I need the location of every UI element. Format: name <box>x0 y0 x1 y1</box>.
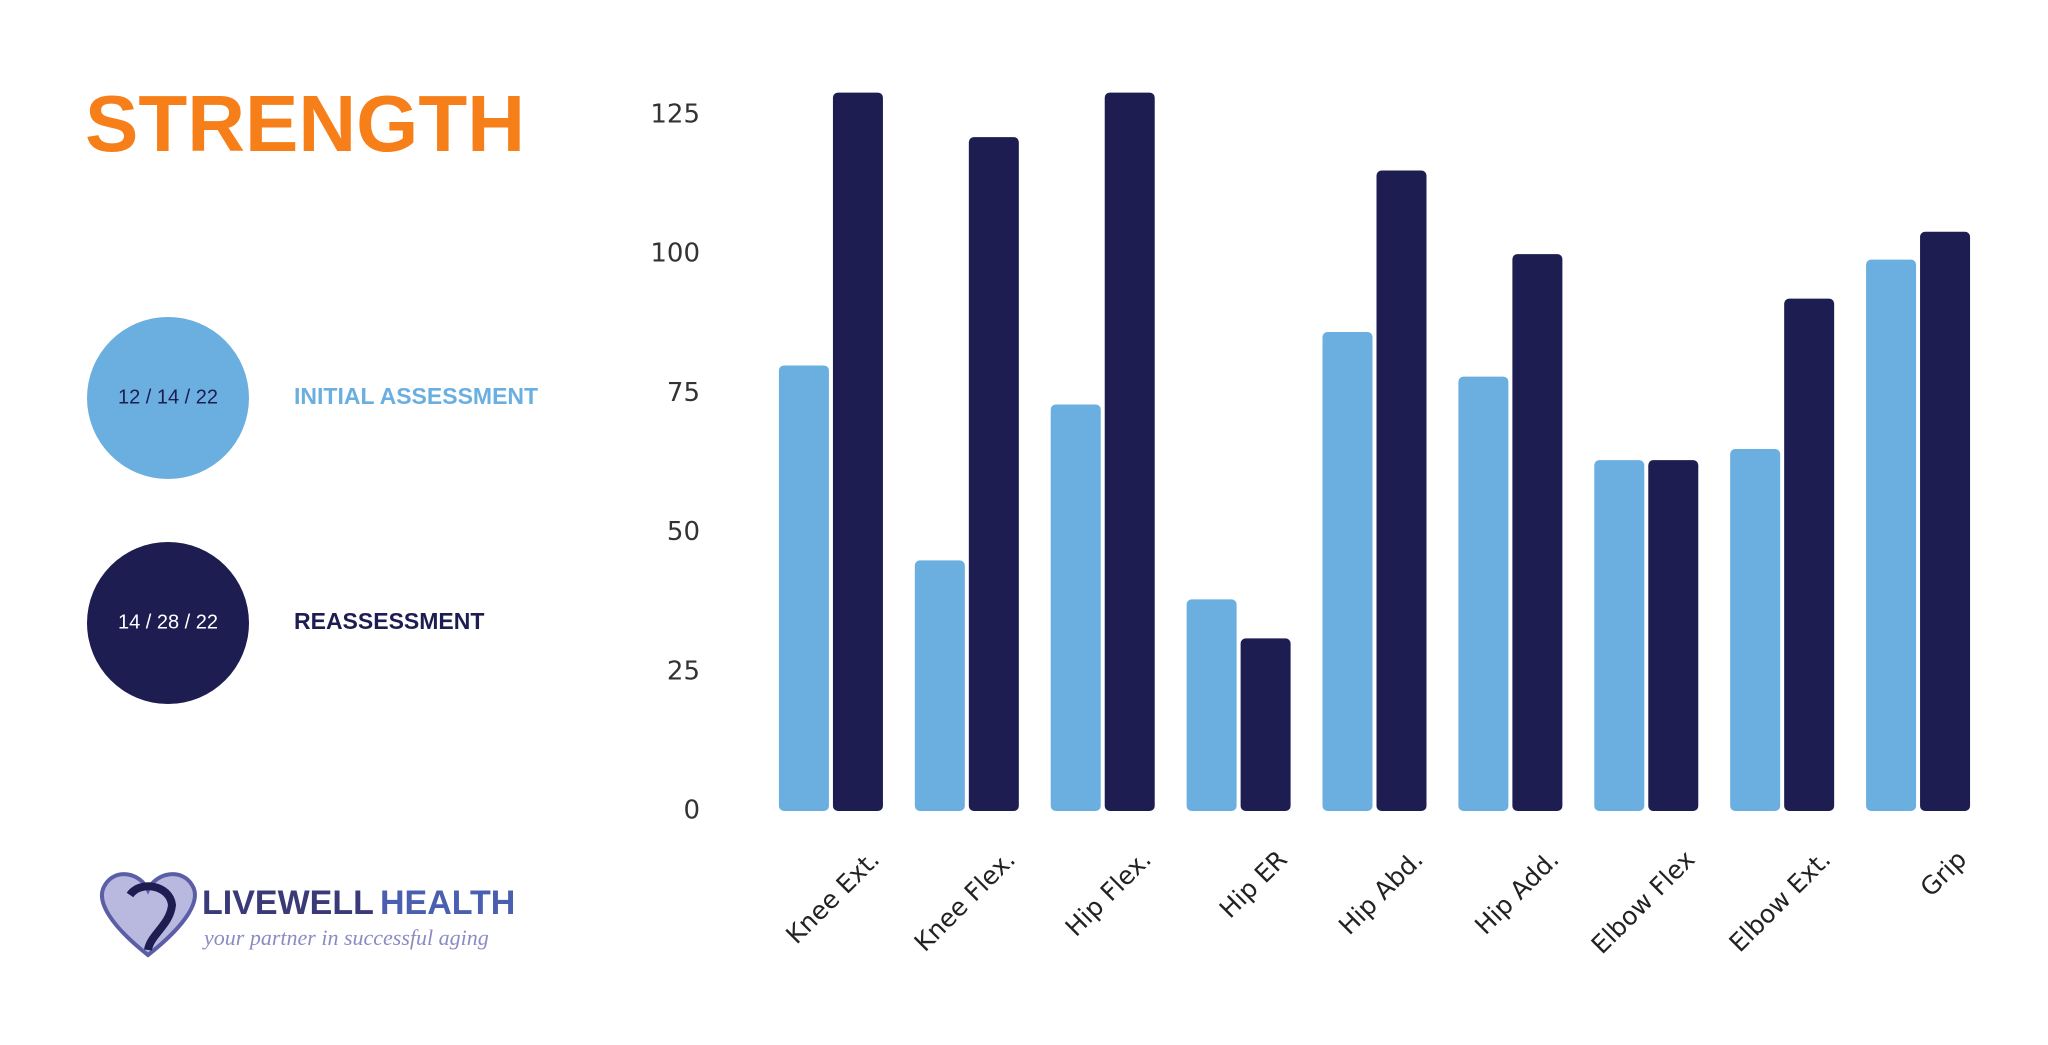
legend-label: INITIAL ASSESSMENT <box>294 383 538 409</box>
x-tick-label: Hip Add. <box>1469 845 1564 940</box>
bar <box>1784 298 1835 812</box>
legend-swatch <box>87 542 249 704</box>
y-tick-label: 100 <box>650 239 700 269</box>
x-tick-label: Elbow Flex <box>1586 845 1701 960</box>
bar <box>1322 332 1373 811</box>
y-tick-label: 125 <box>650 99 700 129</box>
x-tick-label: Elbow Ext. <box>1723 845 1836 958</box>
bar <box>1648 460 1699 811</box>
y-tick-label: 50 <box>667 517 700 547</box>
y-tick-label: 75 <box>667 378 700 408</box>
bar <box>1186 599 1237 811</box>
x-tick-label: Hip Flex. <box>1060 845 1157 942</box>
bar <box>1376 170 1427 812</box>
bar <box>1594 460 1645 811</box>
bar <box>968 137 1019 812</box>
legend-date: 12 / 14 / 22 <box>118 386 218 408</box>
x-tick-label: Hip ER <box>1214 845 1293 924</box>
logo-name-2: HEALTH <box>380 884 515 922</box>
x-tick-label: Knee Ext. <box>780 845 885 950</box>
legend-date: 14 / 28 / 22 <box>118 611 218 633</box>
chart-title: STRENGTH <box>85 79 525 168</box>
x-tick-label: Knee Flex. <box>909 845 1021 957</box>
bar <box>778 365 829 811</box>
logo-tagline: your partner in successful aging <box>202 925 489 950</box>
logo-swoosh <box>126 882 177 952</box>
x-tick-label: Hip Abd. <box>1333 845 1429 941</box>
y-tick-label: 25 <box>667 656 700 686</box>
bar <box>1104 92 1155 812</box>
bar <box>914 560 965 811</box>
bar <box>1512 254 1563 812</box>
bar <box>1240 638 1291 811</box>
bar <box>1866 259 1917 812</box>
legend-swatch <box>87 317 249 479</box>
logo: LIVEWELL HEALTH your partner in successf… <box>99 872 515 958</box>
bar <box>1920 231 1971 812</box>
bar <box>1730 449 1781 811</box>
logo-name: LIVEWELL <box>202 884 374 922</box>
x-tick-label: Grip <box>1915 845 1973 903</box>
y-tick-label: 0 <box>683 796 700 826</box>
bar <box>1050 404 1101 811</box>
legend-label: REASSESSMENT <box>294 608 484 634</box>
bar <box>1458 376 1509 811</box>
bar <box>832 92 883 812</box>
